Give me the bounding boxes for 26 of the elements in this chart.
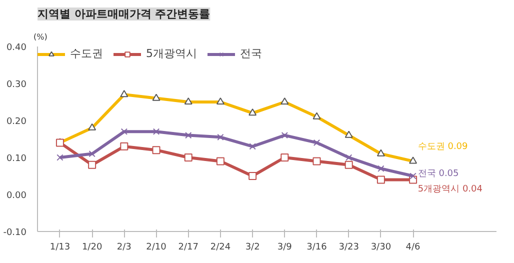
x-tick-label: 3/16 <box>306 242 328 252</box>
x-tick-label: 3/2 <box>245 242 260 252</box>
y-tick-label: 0.30 <box>6 80 27 90</box>
chart-title: 지역별 아파트매매가격 주간변동률 <box>36 8 210 20</box>
x-tick-label: 3/30 <box>370 242 392 252</box>
x-tick-label: 2/10 <box>146 242 167 252</box>
legend-label: 수도권 <box>70 46 103 61</box>
y-tick-label: 0.10 <box>6 154 27 164</box>
y-axis-title: (%) <box>34 32 48 42</box>
annotation: 전국 0.05 <box>418 169 459 179</box>
x-tick-label: 1/13 <box>50 242 70 252</box>
y-tick-label: -0.10 <box>3 228 27 238</box>
legend-label: 전국 <box>240 46 262 61</box>
annotation: 5개광역시 0.04 <box>418 184 483 195</box>
x-tick-label: 3/9 <box>277 242 292 252</box>
x-tick-label: 2/24 <box>210 242 231 252</box>
legend-label: 5개광역시 <box>146 46 197 61</box>
annotation: 수도권 0.09 <box>418 142 468 152</box>
y-tick-label: 0.20 <box>6 117 27 127</box>
y-tick-label: 0.00 <box>6 191 27 201</box>
x-tick-label: 2/17 <box>178 242 198 252</box>
y-tick-label: 0.40 <box>6 43 27 53</box>
x-tick-label: 1/20 <box>82 242 102 252</box>
x-tick-label: 4/6 <box>406 242 421 252</box>
x-tick-label: 3/23 <box>338 242 359 252</box>
x-tick-label: 2/3 <box>116 242 132 252</box>
